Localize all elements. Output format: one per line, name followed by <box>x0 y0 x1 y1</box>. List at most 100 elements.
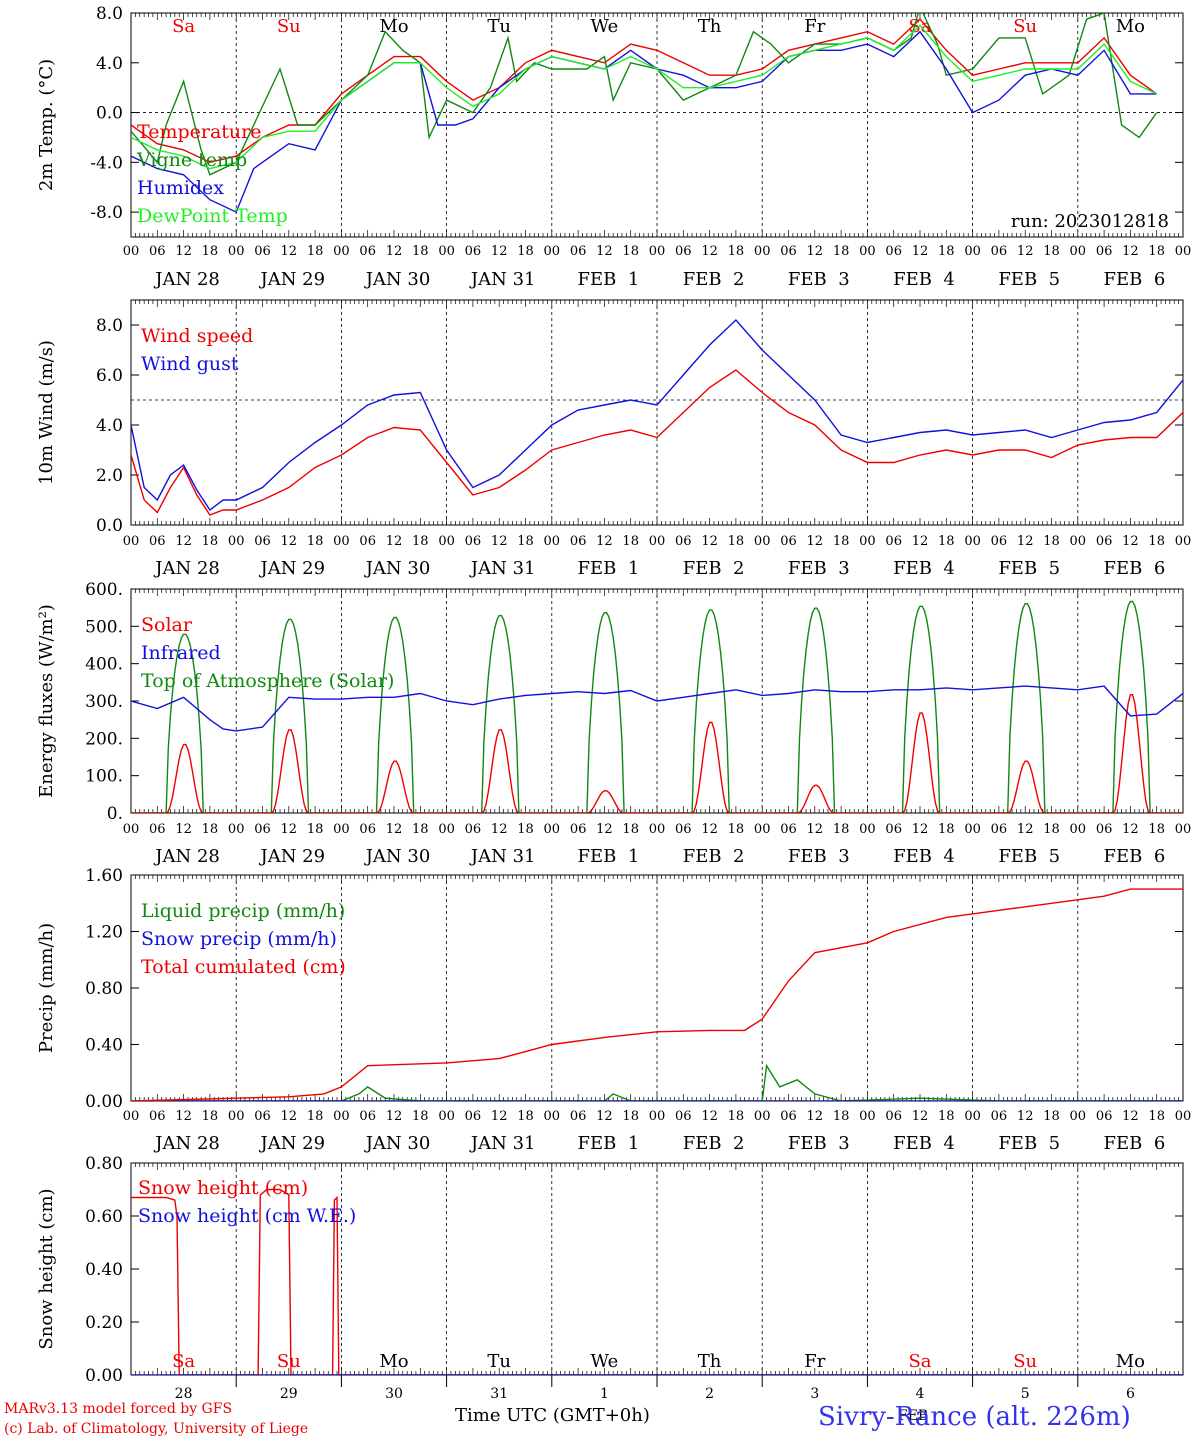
hour-tick-label: 18 <box>833 1109 850 1124</box>
hour-tick-label: 18 <box>728 244 745 259</box>
hour-tick-label: 00 <box>649 244 666 259</box>
day-label: JAN 31 <box>469 269 536 290</box>
hour-tick-label: 00 <box>544 244 561 259</box>
hour-tick-label: 06 <box>991 822 1008 837</box>
y-tick-label: 2.0 <box>96 466 123 486</box>
day-label: FEB 4 <box>893 269 955 290</box>
hour-tick-label: 06 <box>149 244 166 259</box>
hour-tick-label: 06 <box>149 534 166 549</box>
weekday-label: We <box>591 16 619 37</box>
hour-tick-label: 18 <box>1043 534 1060 549</box>
location-label: Sivry-Rance (alt. 226m) <box>818 1402 1131 1432</box>
day-label: JAN 31 <box>469 846 536 867</box>
hour-tick-label: 12 <box>386 534 403 549</box>
hour-tick-label: 18 <box>938 1109 955 1124</box>
day-label: FEB 3 <box>788 846 850 867</box>
hour-tick-label: 18 <box>622 1109 639 1124</box>
series-group <box>131 1188 1183 1375</box>
day-number-label: 3 <box>810 1386 819 1402</box>
hour-tick-label: 12 <box>912 534 929 549</box>
hour-tick-label: 00 <box>123 822 140 837</box>
legend-entry: DewPoint Temp <box>137 205 288 227</box>
day-label: JAN 31 <box>469 1133 536 1154</box>
hour-tick-label: 18 <box>202 534 219 549</box>
y-tick-label: 1.20 <box>85 923 123 943</box>
day-label: JAN 28 <box>153 1133 220 1154</box>
y-tick-label: 0.00 <box>85 1092 123 1112</box>
weekday-label: Mo <box>379 1351 408 1372</box>
weekday-label: Mo <box>1116 1351 1145 1372</box>
day-number-label: 6 <box>1126 1386 1135 1402</box>
series-line-2 <box>131 13 1158 176</box>
day-label: JAN 29 <box>259 558 326 579</box>
day-label: FEB 6 <box>1104 558 1166 579</box>
hour-tick-label: 18 <box>202 822 219 837</box>
hour-tick-label: 12 <box>912 1109 929 1124</box>
day-label: JAN 31 <box>469 558 536 579</box>
y-tick-label: 0.80 <box>85 1154 123 1174</box>
hour-tick-label: 12 <box>596 1109 613 1124</box>
day-label: JAN 28 <box>153 558 220 579</box>
hour-tick-label: 18 <box>412 1109 429 1124</box>
hour-tick-label: 00 <box>333 1109 350 1124</box>
day-label: JAN 30 <box>364 846 431 867</box>
legend-entry: Total cumulated (cm) <box>141 956 346 978</box>
hour-tick-label: 12 <box>807 534 824 549</box>
hour-tick-label: 06 <box>570 1109 587 1124</box>
hour-tick-label: 18 <box>1148 244 1165 259</box>
hour-tick-label: 18 <box>833 244 850 259</box>
hour-tick-label: 12 <box>175 1109 192 1124</box>
credit-line-2: (c) Lab. of Climatology, University of L… <box>4 1421 309 1437</box>
hour-tick-label: 00 <box>333 534 350 549</box>
weekday-label: Su <box>277 16 301 37</box>
hour-tick-label: 06 <box>885 534 902 549</box>
hour-tick-label: 00 <box>859 1109 876 1124</box>
day-label: JAN 29 <box>259 1133 326 1154</box>
hour-tick-label: 18 <box>412 244 429 259</box>
hour-tick-label: 18 <box>622 534 639 549</box>
legend-entry: Temperature <box>137 121 261 143</box>
hour-tick-label: 12 <box>807 822 824 837</box>
credit-line-1: MARv3.13 model forced by GFS <box>4 1401 233 1417</box>
day-label: FEB 6 <box>1104 846 1166 867</box>
y-tick-label: 100. <box>85 767 123 787</box>
legend-entry: Snow height (cm) <box>138 1177 308 1199</box>
hour-tick-label: 18 <box>517 1109 534 1124</box>
hour-tick-label: 12 <box>807 1109 824 1124</box>
hour-tick-label: 18 <box>517 822 534 837</box>
hour-tick-label: 12 <box>491 1109 508 1124</box>
hour-tick-label: 00 <box>1175 1109 1192 1124</box>
panel-1: 8.0 4.0 0.0 -4.0 -8.0 2m Temp. (°C) 00 06 12 18 00… <box>36 4 1191 290</box>
day-label: JAN 30 <box>364 269 431 290</box>
hour-tick-label: 18 <box>1148 534 1165 549</box>
hour-tick-label: 12 <box>1017 822 1034 837</box>
hour-tick-label: 00 <box>964 244 981 259</box>
hour-tick-label: 00 <box>1175 822 1192 837</box>
y-tick-label: 200. <box>85 729 123 749</box>
hour-tick-label: 18 <box>202 1109 219 1124</box>
hour-tick-label: 00 <box>859 822 876 837</box>
hour-tick-label: 18 <box>938 534 955 549</box>
hour-tick-label: 00 <box>754 1109 771 1124</box>
legend-entry: Wind speed <box>141 325 253 347</box>
y-tick-label: 0. <box>107 804 123 824</box>
day-label: FEB 2 <box>683 1133 745 1154</box>
weekday-label: We <box>591 1351 619 1372</box>
hour-tick-label: 12 <box>1017 534 1034 549</box>
hour-tick-label: 06 <box>885 1109 902 1124</box>
hour-tick-label: 18 <box>833 534 850 549</box>
hour-tick-label: 12 <box>175 244 192 259</box>
hour-tick-label: 00 <box>754 534 771 549</box>
day-label: JAN 30 <box>364 558 431 579</box>
hour-tick-label: 06 <box>991 244 1008 259</box>
series-line-3 <box>131 30 1157 214</box>
y-tick-label: -8.0 <box>90 203 123 223</box>
series-group <box>131 13 1158 214</box>
hour-tick-label: 18 <box>1148 1109 1165 1124</box>
hour-tick-label: 06 <box>359 1109 376 1124</box>
run-annotation: run: 2023012818 <box>1011 211 1169 232</box>
y-axis-label: Energy fluxes (W/m²) <box>36 604 57 798</box>
day-label: FEB 5 <box>998 269 1060 290</box>
day-label: JAN 29 <box>259 269 326 290</box>
x-axis-title: Time UTC (GMT+0h) <box>455 1405 650 1426</box>
